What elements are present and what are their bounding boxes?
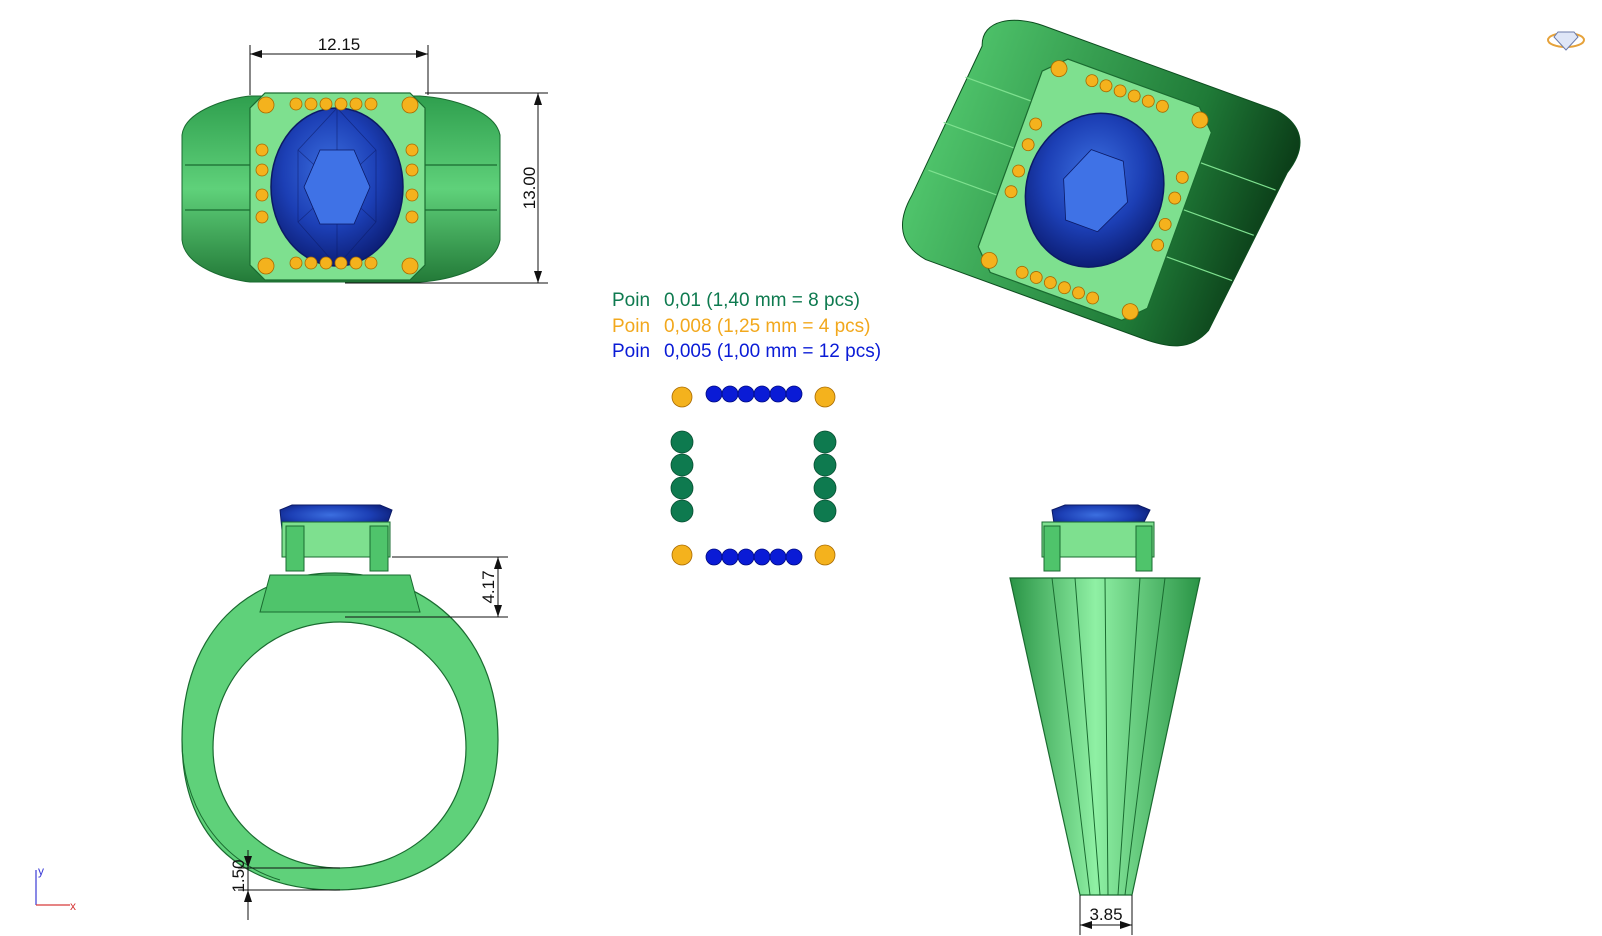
prong-left-side xyxy=(1043,525,1061,572)
shank-edge-front xyxy=(181,739,281,881)
stones-green xyxy=(670,430,837,523)
legend-value: 0,005 (1,00 mm = 12 pcs) xyxy=(664,341,882,362)
legend-line-green: Poin 0,01 (1,40 mm = 8 pcs) xyxy=(612,290,860,312)
prong-left-front xyxy=(285,525,305,572)
dim-side-height: 4.17 xyxy=(345,556,508,618)
legend-line-yellow: Poin 0,008 (1,25 mm = 4 pcs) xyxy=(612,316,870,338)
dim-top-height: 13.00 xyxy=(345,92,548,284)
dim-label-top-width: 12.15 xyxy=(318,35,361,54)
legend-label: Poin xyxy=(612,290,651,311)
axis-indicator: y x xyxy=(35,864,76,913)
shank-front xyxy=(181,572,499,891)
stones-yellow xyxy=(671,386,836,566)
dim-label-side-height: 4.17 xyxy=(479,570,498,603)
prong-right-side xyxy=(1135,525,1153,572)
gem-table xyxy=(303,149,371,225)
dim-shank-width: 3.85 xyxy=(1079,895,1133,935)
head-block-side xyxy=(1041,521,1155,558)
legend-value: 0,008 (1,25 mm = 4 pcs) xyxy=(664,316,871,337)
stone-layout-diagram xyxy=(670,385,837,566)
legend-line-blue: Poin 0,005 (1,00 mm = 12 pcs) xyxy=(612,341,881,363)
side-stones-perspective xyxy=(980,60,1209,321)
dim-shank-thickness: 1.50 xyxy=(229,850,340,920)
legend-label: Poin xyxy=(612,341,651,362)
gem-table-perspective xyxy=(1063,149,1128,233)
front-view: 4.17 1.50 xyxy=(181,504,508,920)
legend-label: Poin xyxy=(612,316,651,337)
shoulder-front xyxy=(259,574,421,613)
axis-y-label: y xyxy=(38,864,44,878)
dim-label-shank-thickness: 1.50 xyxy=(229,859,248,892)
stones-blue xyxy=(705,385,803,566)
dim-label-shank-width: 3.85 xyxy=(1089,905,1122,924)
top-view: 12.15 13.00 xyxy=(181,35,548,284)
prong-right-front xyxy=(369,525,389,572)
axis-x-label: x xyxy=(70,899,76,913)
dim-top-width: 12.15 xyxy=(249,35,429,95)
ring-logo-icon xyxy=(1547,31,1585,51)
side-stones-top xyxy=(255,96,419,275)
shank-facet-lines xyxy=(1051,577,1166,896)
side-view: 3.85 xyxy=(1009,504,1201,935)
legend-value: 0,01 (1,40 mm = 8 pcs) xyxy=(664,290,860,311)
perspective-view xyxy=(901,19,1301,347)
dim-label-top-height: 13.00 xyxy=(520,167,539,210)
